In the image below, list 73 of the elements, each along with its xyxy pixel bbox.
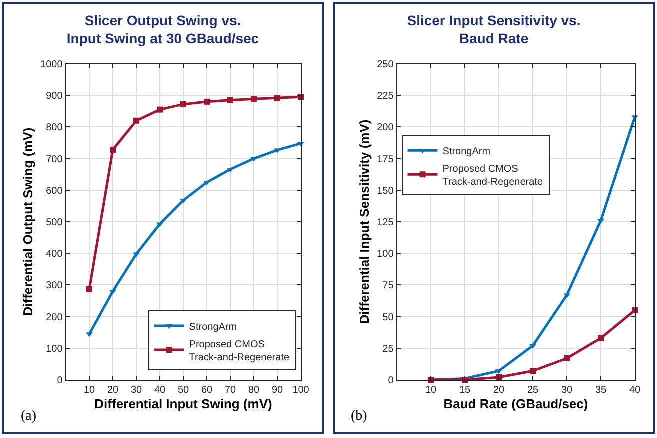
y-tick-label: 900 [46,91,64,102]
point [133,252,140,258]
legend-label: StrongArm [442,146,491,158]
y-tick-label: 25 [382,344,394,355]
x-tick-label: 35 [595,385,607,396]
point [530,344,536,349]
point [157,106,163,113]
y-tick-label: 600 [46,186,64,197]
x-axis-title: Baud Rate (GBaud/sec) [444,396,588,412]
y-tick-label: 0 [388,376,394,386]
y-tick-label: 225 [377,91,394,102]
y-axis-title: Differential Input Sensitivity (mV) [357,120,372,324]
point [180,199,187,204]
y-tick-label: 50 [382,312,394,324]
x-tick-label: 10 [425,385,437,396]
point [496,370,502,374]
point [156,222,164,228]
x-tick-label: 30 [561,385,573,396]
point [227,168,234,173]
y-tick-label: 150 [377,186,394,197]
y-tick-label: 200 [377,122,394,134]
point [110,290,116,295]
x-tick-label: 30 [130,385,142,396]
x-tick-label: 90 [272,385,284,396]
y-tick-label: 800 [46,122,64,134]
x-tick-label: 80 [248,385,260,396]
x-tick-label: 10 [84,385,96,396]
legend-label: StrongArm [189,322,238,333]
y-tick-label: 500 [46,218,64,228]
point [204,98,210,105]
x-tick-label: 60 [201,385,213,396]
point [251,96,257,102]
point [110,146,116,153]
chart-title: Slicer Input Sensitivity vs. Baud Rate [407,12,581,47]
point [180,101,186,108]
x-tick-label: 100 [292,385,310,396]
chart-title: Slicer Output Swing vs. Input Swing at 30 GBaud/sec [66,12,260,47]
y-tick-label: 700 [46,154,64,166]
y-tick-label: 125 [377,218,394,228]
text: (a) [21,409,37,424]
legend-label: Proposed CMOS Track-and-Regenerate [189,339,290,364]
point [86,332,93,338]
legend-label: Proposed CMOS Track-and-Regenerate [442,164,544,188]
text: (b) [351,409,368,424]
point [564,356,570,362]
y-tick-label: 400 [46,249,64,260]
y-tick-label: 75 [382,280,394,292]
y-axis-title: Differential Output Swing (mV) [20,128,36,316]
y-tick-label: 250 [377,60,394,70]
x-tick-label: 20 [493,385,505,396]
x-tick-label: 20 [107,385,119,396]
point [86,286,92,292]
x-axis-title: Differential Input Swing (mV) [94,396,272,412]
point [598,335,604,342]
point [564,294,570,298]
y-tick-label: 175 [377,154,394,166]
y-tick-label: 0 [57,376,64,386]
y-tick-label: 300 [46,280,64,292]
y-tick-label: 200 [46,312,64,324]
point [598,219,604,224]
y-tick-label: 100 [46,344,64,355]
x-tick-label: 15 [459,385,471,396]
x-tick-label: 40 [629,385,641,396]
x-tick-label: 50 [178,385,190,396]
point [228,97,234,104]
point [530,368,536,374]
x-tick-label: 70 [224,385,236,396]
y-tick-label: 100 [377,249,394,260]
x-tick-label: 40 [154,385,166,396]
point [274,95,280,102]
point [134,118,140,124]
y-tick-label: 1000 [40,60,64,70]
x-tick-label: 25 [527,385,539,396]
